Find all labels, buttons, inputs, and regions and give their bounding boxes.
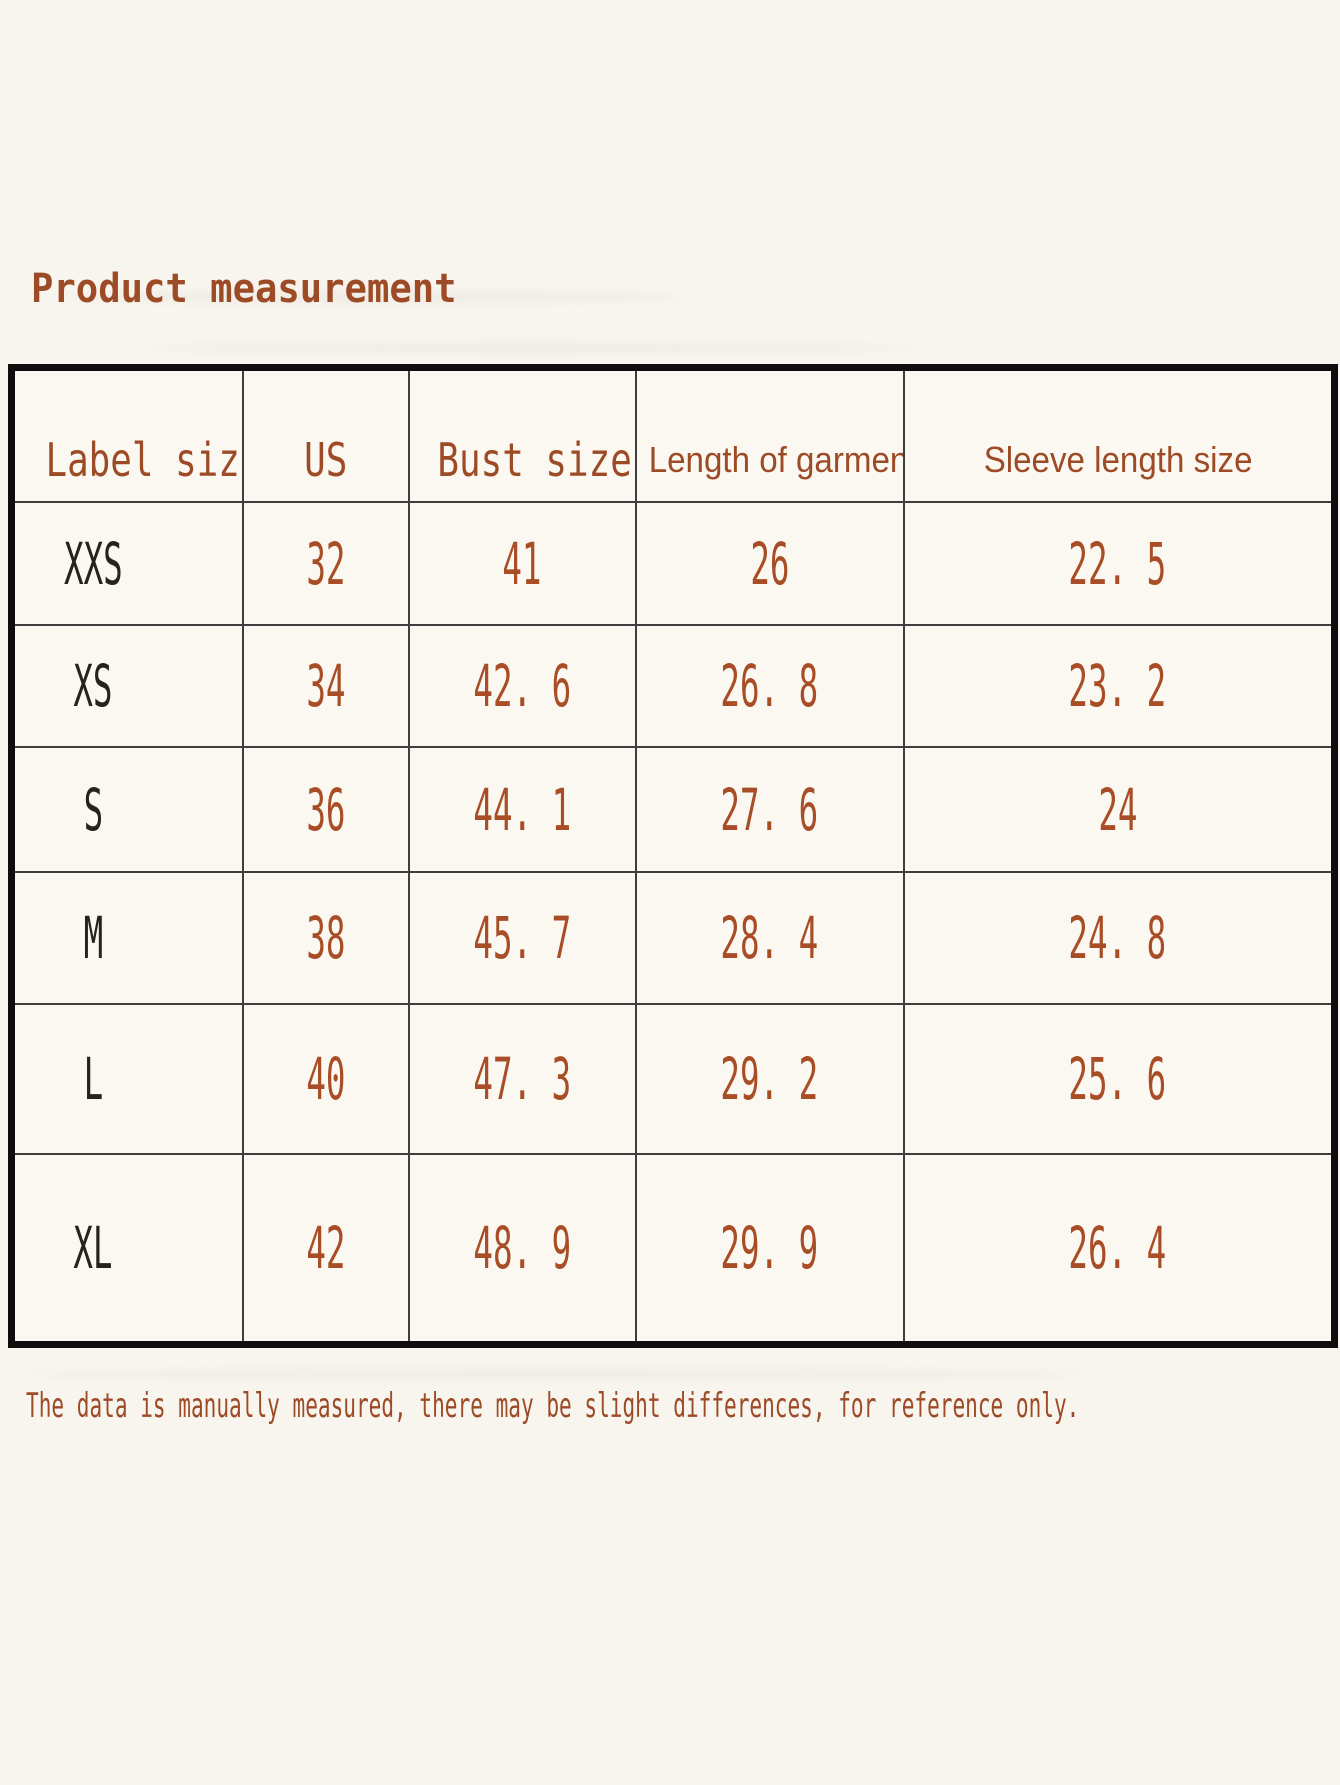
disclaimer-text: The data is manually measured, there may… [26,1386,1080,1426]
table-cell: 29. 9 [634,1153,905,1345]
table-row-xl: XL 42 48. 9 29. 9 26. 4 [10,1153,1336,1345]
column-header-text: Bust size [436,433,632,487]
cell-value: 36 [305,775,346,844]
column-header-text: Label size [45,433,243,487]
table-cell: 26. 4 [902,1153,1336,1345]
cell-value: 26. 8 [720,652,819,720]
table-cell: XXS [10,501,244,626]
cell-value: 27. 6 [720,775,819,844]
cell-value: 29. 9 [720,1213,819,1282]
column-header-bust-size: Bust size [407,366,637,503]
table-cell: 34 [241,624,410,748]
table-cell: 40 [241,1003,410,1155]
table-cell: XS [10,624,244,748]
cell-value: 38 [305,904,346,972]
table-cell: 25. 6 [902,1003,1336,1155]
cell-value: 32 [305,529,346,598]
cell-value: 22. 5 [1068,529,1167,598]
cell-value: 40 [305,1045,346,1113]
cell-value: 47. 3 [473,1045,571,1113]
cell-value: 45. 7 [473,904,571,972]
column-header-text: US [303,433,348,487]
noise-streak [30,1368,1080,1380]
size-label: M [83,904,104,972]
table-row-xs: XS 34 42. 6 26. 8 23. 2 [10,624,1336,748]
table-row-m: M 38 45. 7 28. 4 24. 8 [10,871,1336,1005]
header-row: Label size US Bust size Length of garmen… [10,366,1336,503]
table-cell: 47. 3 [407,1003,637,1155]
table-cell: 24. 8 [902,871,1336,1005]
table-cell: 27. 6 [634,746,905,873]
table-cell: 26 [634,501,905,626]
cell-value: 42 [305,1213,346,1282]
table-cell: 42 [241,1153,410,1345]
table-row-xxs: XXS 32 41 26 22. 5 [10,501,1336,626]
size-label: XXS [63,529,123,598]
noise-streak [150,342,910,354]
column-header-text: Sleeve length size [983,439,1253,480]
table-cell: 32 [241,501,410,626]
cell-value: 26. 4 [1068,1213,1167,1282]
column-header-sleeve-length: Sleeve length size [902,366,1336,503]
cell-value: 42. 6 [473,652,571,720]
table-cell: 42. 6 [407,624,637,748]
cell-value: 44. 1 [473,775,571,844]
table-row-s: S 36 44. 1 27. 6 24 [10,746,1336,873]
cell-value: 24 [1098,775,1138,844]
column-header-us: US [241,366,410,503]
size-label: XL [73,1213,113,1282]
table-cell: 41 [407,501,637,626]
cell-value: 29. 2 [720,1045,819,1113]
cell-value: 23. 2 [1068,652,1167,720]
table-cell: L [10,1003,244,1155]
table-cell: 29. 2 [634,1003,905,1155]
table-cell: M [10,871,244,1005]
cell-value: 25. 6 [1068,1045,1167,1113]
cell-value: 26 [749,529,790,598]
cell-value: 41 [502,529,542,598]
table-cell: 24 [902,746,1336,873]
table-cell: 48. 9 [407,1153,637,1345]
table-cell: 36 [241,746,410,873]
size-label: L [83,1045,104,1113]
table-cell: S [10,746,244,873]
cell-value: 28. 4 [720,904,819,972]
table-cell: 45. 7 [407,871,637,1005]
table-cell: 38 [241,871,410,1005]
table-cell: 44. 1 [407,746,637,873]
size-label: S [83,775,104,844]
column-header-label-size: Label size [10,366,244,503]
table-cell: XL [10,1153,244,1345]
cell-value: 24. 8 [1068,904,1167,972]
size-label: XS [73,652,113,720]
table-cell: 22. 5 [902,501,1336,626]
table-cell: 28. 4 [634,871,905,1005]
cell-value: 34 [305,652,346,720]
measurement-table: Label size US Bust size Length of garmen… [8,364,1338,1348]
table-cell: 26. 8 [634,624,905,748]
page-title: Product measurement [31,266,457,312]
table-cell: 23. 2 [902,624,1336,748]
column-header-garment-length: Length of garment [634,366,905,503]
column-header-text: Length of garment [648,439,904,480]
table-row-l: L 40 47. 3 29. 2 25. 6 [10,1003,1336,1155]
cell-value: 48. 9 [473,1213,571,1282]
